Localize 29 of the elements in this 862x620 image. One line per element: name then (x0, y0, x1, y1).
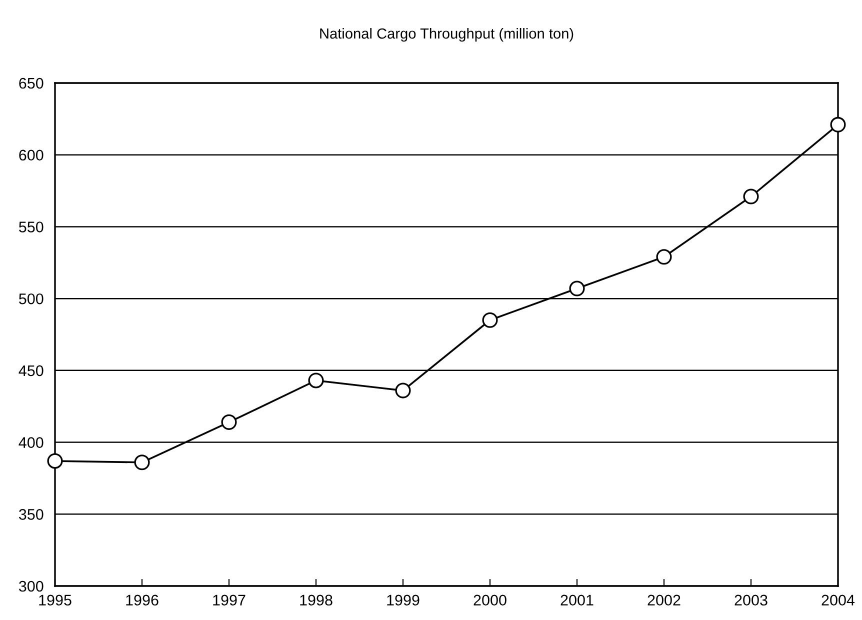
y-tick-label: 400 (18, 437, 44, 448)
x-tick-label: 1997 (213, 594, 246, 606)
point (656, 249, 672, 265)
x-tick-label: 1998 (300, 594, 332, 606)
chart-title: National Cargo Throughput (million ton) (320, 28, 574, 42)
y-tick-label: 600 (19, 150, 44, 161)
y-tick-label: 300 (18, 580, 44, 592)
x-tick-label: 2004 (822, 594, 855, 606)
x-tick-label: 1999 (387, 594, 420, 606)
x-tick-label: 2000 (474, 594, 506, 606)
x-tick-label: 2001 (560, 594, 594, 606)
y-tick-label: 650 (19, 78, 44, 89)
point (134, 454, 150, 470)
point (743, 188, 759, 204)
y-tick-label: 500 (19, 293, 44, 304)
y-tick-label: 350 (18, 509, 44, 520)
y-tick-label: 450 (18, 365, 44, 376)
point (47, 453, 63, 469)
x-tick-label: 1996 (126, 594, 158, 606)
point (395, 382, 411, 398)
point (308, 372, 324, 388)
point (482, 312, 498, 328)
point (221, 414, 237, 430)
x-tick-label: 2003 (734, 594, 768, 606)
x-tick-label: 2002 (648, 594, 680, 606)
x-tick-label: 1995 (39, 594, 72, 606)
point (830, 116, 846, 132)
point (569, 280, 585, 296)
y-tick-label: 550 (19, 222, 44, 232)
